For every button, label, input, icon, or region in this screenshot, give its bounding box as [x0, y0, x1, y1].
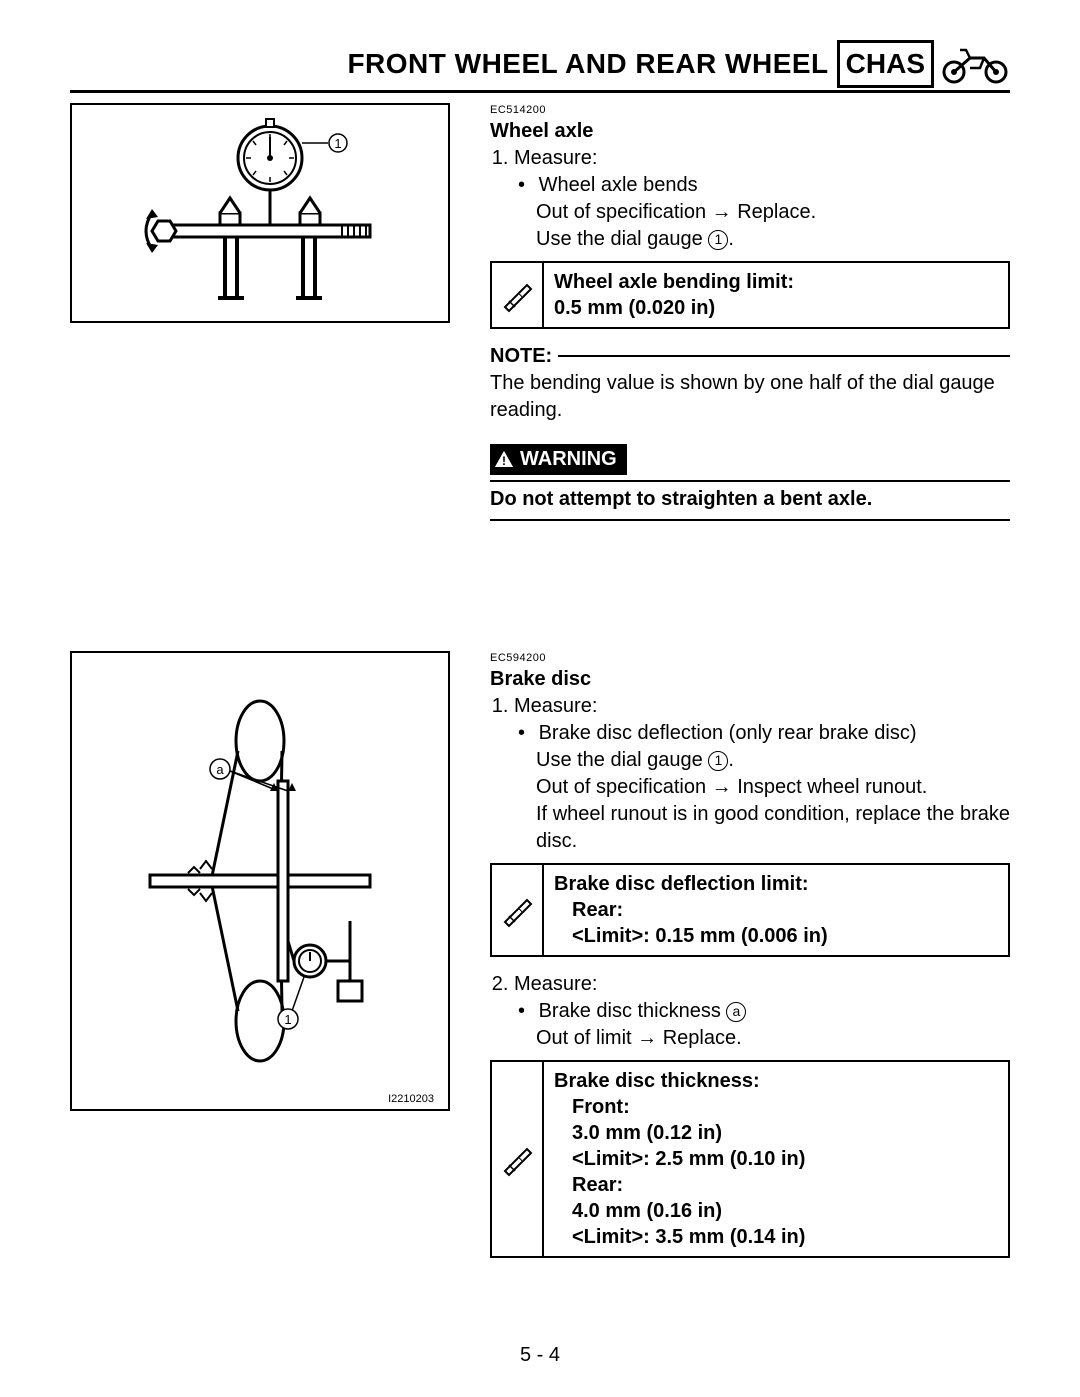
- page-header: FRONT WHEEL AND REAR WHEEL CHAS: [70, 40, 1010, 93]
- caliper-icon: [492, 865, 544, 955]
- circled-a: a: [726, 1002, 746, 1022]
- spec-text: Brake disc deflection limit: Rear: <Limi…: [544, 865, 1008, 955]
- bullet-text: Use the dial gauge: [536, 749, 708, 771]
- step-2-brake: Measure: Brake disc thickness a Out of l…: [514, 971, 1010, 1052]
- bullet-text: Replace.: [657, 1027, 742, 1049]
- section-code-2: EC594200: [490, 651, 1010, 666]
- warning-triangle-icon: !: [494, 450, 514, 468]
- figure-reference: I2210203: [388, 1089, 440, 1105]
- spec-line: 0.5 mm (0.020 in): [554, 295, 998, 321]
- spec-line: Brake disc deflection limit:: [554, 871, 998, 897]
- bullet-text: Wheel axle bends: [539, 174, 698, 196]
- bullet-text: .: [728, 749, 734, 771]
- bullet-text: Replace.: [732, 201, 817, 223]
- bullet-text: Brake disc thickness: [539, 1000, 727, 1022]
- step-list-2b: Measure: Brake disc thickness a Out of l…: [490, 971, 1010, 1052]
- arrow-glyph: →: [712, 201, 732, 223]
- caliper-icon: [492, 263, 544, 327]
- caliper-icon: [492, 1062, 544, 1256]
- figure-brake-disc: a 1 I2210203: [70, 651, 450, 1111]
- spec-line: Brake disc thickness:: [554, 1068, 998, 1094]
- warning-label: WARNING: [520, 446, 617, 473]
- chas-badge: CHAS: [837, 40, 934, 88]
- spec-box-deflection: Brake disc deflection limit: Rear: <Limi…: [490, 863, 1010, 957]
- bullet-thickness: Brake disc thickness a Out of limit → Re…: [536, 998, 1010, 1052]
- spec-line: 3.0 mm (0.12 in): [554, 1120, 998, 1146]
- warning-badge: ! WARNING: [490, 444, 627, 475]
- circled-1: 1: [708, 751, 728, 771]
- section-title-brake-disc: Brake disc: [490, 666, 1010, 693]
- figure-column-2: a 1 I2210203: [70, 651, 470, 1272]
- step-1-brake: Measure: Brake disc deflection (only rea…: [514, 693, 1010, 855]
- circled-1: 1: [708, 230, 728, 250]
- spec-line: <Limit>: 2.5 mm (0.10 in): [554, 1146, 998, 1172]
- step-1: Measure: Wheel axle bends Out of specifi…: [514, 145, 1010, 253]
- bullet-list-1: Wheel axle bends Out of specification → …: [514, 172, 1010, 253]
- text-column-1: EC514200 Wheel axle Measure: Wheel axle …: [490, 103, 1010, 521]
- bullet-deflection: Brake disc deflection (only rear brake d…: [536, 720, 1010, 855]
- step-list-2: Measure: Brake disc deflection (only rea…: [490, 693, 1010, 855]
- spec-line: Wheel axle bending limit:: [554, 269, 998, 295]
- spec-line: <Limit>: 3.5 mm (0.14 in): [554, 1224, 998, 1250]
- bullet-text: Out of specification: [536, 776, 712, 798]
- svg-text:a: a: [216, 762, 224, 777]
- svg-text:!: !: [502, 454, 506, 468]
- warning-text: Do not attempt to straighten a bent axle…: [490, 486, 1010, 521]
- figure-column-1: 1: [70, 103, 470, 521]
- spec-line: Rear:: [554, 1172, 998, 1198]
- section-wheel-axle: 1: [70, 103, 1010, 521]
- bullet-text: Brake disc deflection (only rear brake d…: [539, 722, 917, 744]
- section-gap: [70, 521, 1010, 651]
- section-code-1: EC514200: [490, 103, 1010, 118]
- spec-text: Wheel axle bending limit: 0.5 mm (0.020 …: [544, 263, 1008, 327]
- bullet-text: Inspect wheel runout.: [732, 776, 928, 798]
- section-title-wheel-axle: Wheel axle: [490, 118, 1010, 145]
- svg-text:1: 1: [284, 1012, 291, 1027]
- bullet-text: If wheel runout is in good condition, re…: [536, 803, 1010, 852]
- bullet-text: Use the dial gauge: [536, 228, 708, 250]
- note-label: NOTE:: [490, 343, 552, 370]
- note-rule: [558, 355, 1010, 357]
- bullet-text: Out of limit: [536, 1027, 637, 1049]
- svg-text:1: 1: [334, 136, 341, 151]
- manual-page: FRONT WHEEL AND REAR WHEEL CHAS: [0, 0, 1080, 1397]
- warning-rule: [490, 480, 1010, 482]
- bullet-list-2a: Brake disc deflection (only rear brake d…: [514, 720, 1010, 855]
- spec-text: Brake disc thickness: Front: 3.0 mm (0.1…: [544, 1062, 1008, 1256]
- section-brake-disc: a 1 I2210203 EC594200: [70, 651, 1010, 1272]
- motorcycle-icon: [940, 44, 1010, 84]
- note-text: The bending value is shown by one half o…: [490, 370, 1010, 424]
- bullet-axle-bends: Wheel axle bends Out of specification → …: [536, 172, 1010, 253]
- spec-box-thickness: Brake disc thickness: Front: 3.0 mm (0.1…: [490, 1060, 1010, 1258]
- step-list-1: Measure: Wheel axle bends Out of specifi…: [490, 145, 1010, 253]
- spec-line: 4.0 mm (0.16 in): [554, 1198, 998, 1224]
- page-number: 5 - 4: [0, 1344, 1080, 1367]
- figure-wheel-axle: 1: [70, 103, 450, 323]
- note-header: NOTE:: [490, 343, 1010, 370]
- step-label: Measure:: [514, 973, 597, 995]
- bullet-text: Out of specification: [536, 201, 712, 223]
- spec-box-axle-bend: Wheel axle bending limit: 0.5 mm (0.020 …: [490, 261, 1010, 329]
- bullet-text: .: [728, 228, 734, 250]
- bullet-list-2b: Brake disc thickness a Out of limit → Re…: [514, 998, 1010, 1052]
- spec-line: Rear:: [554, 897, 998, 923]
- spec-line: Front:: [554, 1094, 998, 1120]
- step-label: Measure:: [514, 147, 597, 169]
- arrow-glyph: →: [712, 776, 732, 798]
- step-label: Measure:: [514, 695, 597, 717]
- text-column-2: EC594200 Brake disc Measure: Brake disc …: [490, 651, 1010, 1272]
- page-title: FRONT WHEEL AND REAR WHEEL: [70, 48, 837, 80]
- arrow-glyph: →: [637, 1027, 657, 1049]
- spec-line: <Limit>: 0.15 mm (0.006 in): [554, 923, 998, 949]
